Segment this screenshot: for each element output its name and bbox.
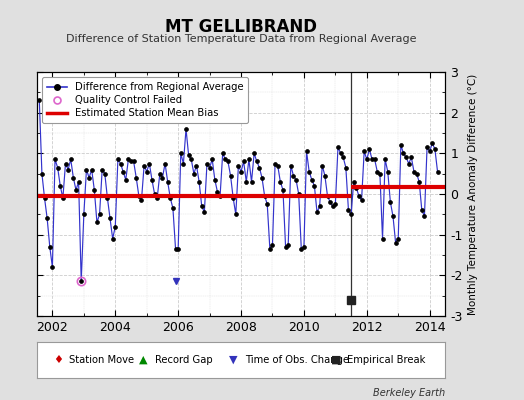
- Text: ♦: ♦: [53, 355, 63, 365]
- Text: ■: ■: [331, 355, 342, 365]
- Legend: Difference from Regional Average, Quality Control Failed, Estimated Station Mean: Difference from Regional Average, Qualit…: [42, 77, 248, 123]
- Text: Difference of Station Temperature Data from Regional Average: Difference of Station Temperature Data f…: [66, 34, 416, 44]
- Text: Time of Obs. Change: Time of Obs. Change: [245, 355, 350, 365]
- Text: ▲: ▲: [139, 355, 147, 365]
- Text: MT GELLIBRAND: MT GELLIBRAND: [165, 18, 317, 36]
- Y-axis label: Monthly Temperature Anomaly Difference (°C): Monthly Temperature Anomaly Difference (…: [468, 73, 478, 315]
- Text: Berkeley Earth: Berkeley Earth: [373, 388, 445, 398]
- Text: ▼: ▼: [229, 355, 237, 365]
- Text: Station Move: Station Move: [69, 355, 135, 365]
- Text: Empirical Break: Empirical Break: [347, 355, 425, 365]
- Text: Record Gap: Record Gap: [155, 355, 213, 365]
